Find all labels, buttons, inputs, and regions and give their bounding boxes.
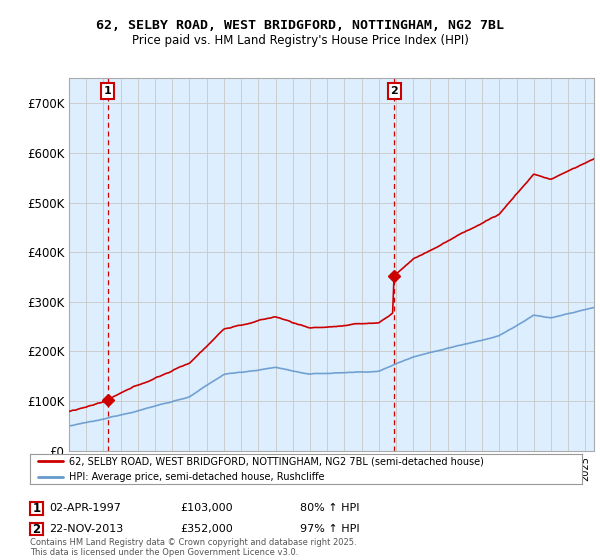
Text: 1: 1 — [104, 86, 112, 96]
Text: 02-APR-1997: 02-APR-1997 — [49, 503, 121, 514]
Text: 97% ↑ HPI: 97% ↑ HPI — [300, 524, 359, 534]
Text: HPI: Average price, semi-detached house, Rushcliffe: HPI: Average price, semi-detached house,… — [68, 472, 324, 482]
Text: Contains HM Land Registry data © Crown copyright and database right 2025.
This d: Contains HM Land Registry data © Crown c… — [30, 538, 356, 557]
Text: 2: 2 — [32, 522, 41, 536]
Text: 22-NOV-2013: 22-NOV-2013 — [49, 524, 124, 534]
Text: 62, SELBY ROAD, WEST BRIDGFORD, NOTTINGHAM, NG2 7BL (semi-detached house): 62, SELBY ROAD, WEST BRIDGFORD, NOTTINGH… — [68, 456, 484, 466]
Text: £352,000: £352,000 — [180, 524, 233, 534]
Text: Price paid vs. HM Land Registry's House Price Index (HPI): Price paid vs. HM Land Registry's House … — [131, 34, 469, 47]
Text: 62, SELBY ROAD, WEST BRIDGFORD, NOTTINGHAM, NG2 7BL: 62, SELBY ROAD, WEST BRIDGFORD, NOTTINGH… — [96, 18, 504, 32]
Text: 2: 2 — [391, 86, 398, 96]
Text: £103,000: £103,000 — [180, 503, 233, 514]
Text: 80% ↑ HPI: 80% ↑ HPI — [300, 503, 359, 514]
Text: 1: 1 — [32, 502, 41, 515]
